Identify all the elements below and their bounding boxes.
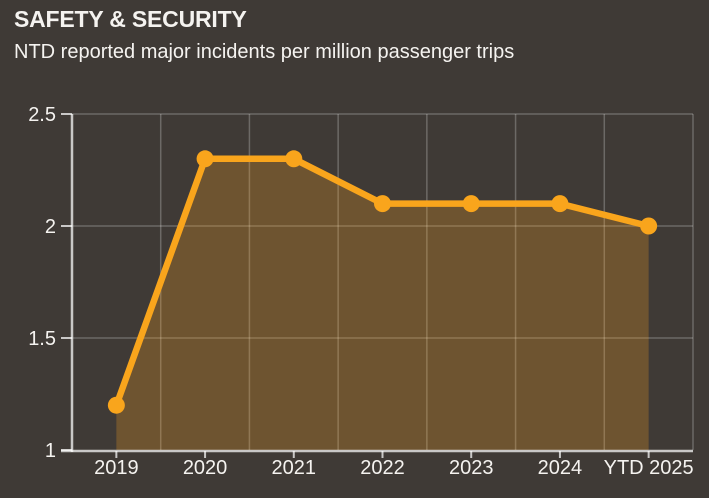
x-tick-label: YTD 2025 <box>604 457 694 479</box>
x-tick-label: 2020 <box>183 457 228 479</box>
data-point-2024 <box>551 195 569 213</box>
y-gridlines <box>72 113 693 339</box>
x-tick-label: 2019 <box>94 457 139 479</box>
y-tick-label: 2.5 <box>28 104 56 126</box>
chart-header: SAFETY & SECURITY NTD reported major inc… <box>14 6 694 64</box>
area-fill <box>116 158 649 451</box>
data-point-2020 <box>196 150 214 168</box>
x-tick-label: 2023 <box>449 457 494 479</box>
axes <box>61 114 693 453</box>
y-tick-label: 1.5 <box>28 328 56 350</box>
data-point-2022 <box>374 195 391 213</box>
data-point-2021 <box>285 150 303 168</box>
data-point-2023 <box>462 195 480 213</box>
chart-title: SAFETY & SECURITY <box>14 6 247 32</box>
data-point-2019 <box>107 396 125 414</box>
y-tick-label: 2 <box>45 216 56 238</box>
x-tick-labels: 2019 2020 2021 2022 2023 2024 YTD 2025 <box>94 451 694 479</box>
data-points <box>107 150 658 414</box>
y-tick-label: 1 <box>45 440 56 462</box>
chart-subtitle: NTD reported major incidents per million… <box>14 40 515 63</box>
x-tick-label: 2022 <box>360 457 405 479</box>
x-tick-label: 2021 <box>272 457 317 479</box>
data-point-ytd-2025 <box>640 217 658 235</box>
x-tick-label: 2024 <box>538 457 583 479</box>
y-tick-labels: 1 1.5 2 2.5 <box>28 104 72 462</box>
x-gridlines <box>159 114 694 450</box>
